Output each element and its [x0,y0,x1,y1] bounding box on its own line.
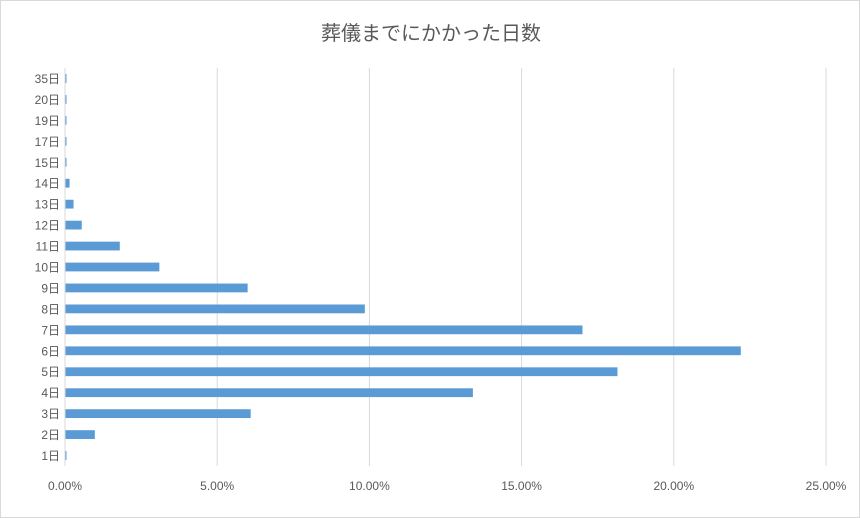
bar [65,346,741,356]
bar [65,241,120,251]
y-tick-label: 1日 [41,449,60,463]
x-tick-label: 25.00% [806,479,847,493]
bar [65,262,160,272]
chart-title: 葬儀までにかかった日数 [321,21,541,45]
y-tick-label: 19日 [35,114,60,128]
y-tick-label: 12日 [35,219,60,233]
y-tick-label: 35日 [35,72,60,86]
y-tick-label: 4日 [41,386,60,400]
bar [65,367,618,377]
bar [65,325,583,335]
bar [65,157,67,167]
y-tick-label: 8日 [41,302,60,316]
y-tick-label: 3日 [41,407,60,421]
y-tick-label: 20日 [35,93,60,107]
bar [65,115,67,125]
y-tick-label: 17日 [35,135,60,149]
x-tick-label: 20.00% [653,479,694,493]
bar [65,304,365,314]
x-tick-label: 15.00% [501,479,542,493]
y-tick-label: 15日 [35,156,60,170]
y-tick-label: 13日 [35,198,60,212]
bar [65,74,67,83]
bar [65,451,67,460]
y-tick-label: 7日 [41,323,60,337]
y-tick-label: 11日 [36,240,60,254]
y-tick-label: 2日 [41,428,60,442]
y-tick-label: 9日 [41,281,60,295]
gridlines [216,68,827,466]
bar [65,220,82,230]
bar [65,430,95,439]
y-tick-label: 6日 [41,344,60,358]
bar [65,283,248,293]
bar [65,136,67,146]
bar [65,388,473,398]
x-tick-label: 10.00% [349,479,390,493]
bars [65,74,741,460]
x-tick-label: 5.00% [200,479,234,493]
bar [65,199,74,209]
bar [65,409,251,419]
category-labels: 1日 2日 3日 4日 5日 6日 7日 8日 9日 10日 11日 12日 13日 14日 15日 17日 1… [35,72,60,463]
tick-labels: 0.00% 5.00% 10.00% 15.00% 20.00% 25.00% [48,479,847,493]
y-tick-label: 14日 [35,177,60,191]
y-tick-label: 5日 [41,365,60,379]
bar [65,95,67,104]
y-tick-label: 10日 [35,261,60,275]
bar [65,178,70,188]
x-tick-label: 0.00% [48,479,82,493]
